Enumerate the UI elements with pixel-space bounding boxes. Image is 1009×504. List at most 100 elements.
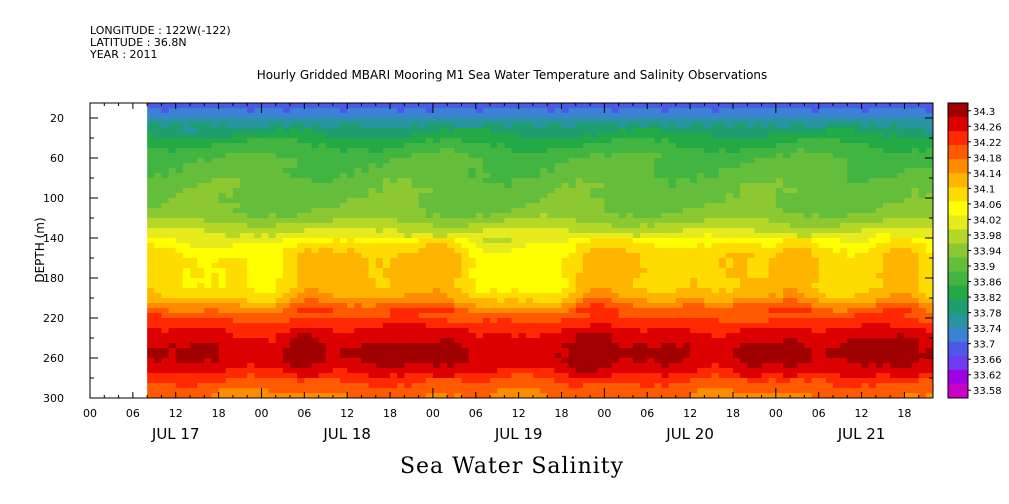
heatmap-cell <box>461 143 470 149</box>
heatmap-cell <box>447 323 455 329</box>
heatmap-cell <box>468 393 477 398</box>
heatmap-cell <box>675 343 684 349</box>
heatmap-cell <box>404 278 413 284</box>
heatmap-cell <box>582 288 591 294</box>
heatmap-cell <box>268 203 277 209</box>
heatmap-cell <box>518 138 527 144</box>
heatmap-cell <box>404 203 413 209</box>
heatmap-cell <box>554 198 563 204</box>
heatmap-cell <box>332 388 341 394</box>
heatmap-cell <box>332 118 341 124</box>
heatmap-cell <box>461 128 470 134</box>
heatmap-cell <box>147 388 155 394</box>
heatmap-cell <box>640 298 648 304</box>
heatmap-cell <box>147 308 155 314</box>
heatmap-cell <box>747 283 755 289</box>
heatmap-cell <box>240 383 248 389</box>
heatmap-cell <box>168 178 177 184</box>
heatmap-cell <box>540 363 548 369</box>
heatmap-cell <box>661 293 670 299</box>
heatmap-cell <box>511 333 520 339</box>
heatmap-cell <box>425 293 434 299</box>
heatmap-cell <box>275 148 284 154</box>
heatmap-cell <box>547 333 555 339</box>
heatmap-cell <box>325 193 334 199</box>
heatmap-cell <box>368 103 377 109</box>
heatmap-cell <box>561 353 570 359</box>
heatmap-cell <box>447 193 455 199</box>
heatmap-cell <box>590 178 598 184</box>
heatmap-cell <box>190 128 198 134</box>
heatmap-cell <box>161 238 170 244</box>
heatmap-cell <box>254 243 263 249</box>
heatmap-cell <box>368 333 377 339</box>
heatmap-cell <box>597 183 605 189</box>
heatmap-cell <box>218 143 227 149</box>
heatmap-cell <box>590 203 598 209</box>
heatmap-cell <box>590 353 598 359</box>
heatmap-cell <box>454 138 463 144</box>
heatmap-cell <box>461 243 470 249</box>
heatmap-cell <box>532 373 541 379</box>
heatmap-cell <box>297 238 305 244</box>
heatmap-cell <box>297 333 305 339</box>
heatmap-cell <box>554 168 563 174</box>
heatmap-cell <box>497 283 505 289</box>
heatmap-cell <box>497 133 505 139</box>
heatmap-cell <box>268 298 277 304</box>
heatmap-cell <box>568 368 577 374</box>
heatmap-cell <box>304 293 313 299</box>
heatmap-cell <box>540 103 548 109</box>
heatmap-cell <box>332 343 341 349</box>
heatmap-cell <box>561 108 570 114</box>
heatmap-cell <box>461 323 470 329</box>
heatmap-cell <box>161 168 170 174</box>
heatmap-cell <box>497 228 505 234</box>
heatmap-cell <box>232 368 241 374</box>
heatmap-cell <box>268 183 277 189</box>
heatmap-cell <box>704 378 713 384</box>
heatmap-cell <box>704 138 713 144</box>
heatmap-cell <box>725 203 734 209</box>
heatmap-cell <box>590 218 598 224</box>
heatmap-cell <box>611 338 620 344</box>
heatmap-cell <box>247 358 255 364</box>
heatmap-cell <box>547 228 555 234</box>
heatmap-cell <box>561 338 570 344</box>
heatmap-cell <box>525 103 534 109</box>
heatmap-cell <box>318 338 327 344</box>
heatmap-cell <box>347 293 355 299</box>
heatmap-cell <box>482 158 491 164</box>
heatmap-cell <box>632 233 641 239</box>
heatmap-cell <box>640 348 648 354</box>
heatmap-cell <box>347 183 355 189</box>
heatmap-cell <box>747 178 755 184</box>
heatmap-cell <box>311 353 320 359</box>
heatmap-cell <box>297 118 305 124</box>
heatmap-cell <box>368 373 377 379</box>
heatmap-cell <box>332 278 341 284</box>
heatmap-cell <box>297 148 305 154</box>
heatmap-cell <box>197 148 205 154</box>
heatmap-cell <box>404 318 413 324</box>
heatmap-cell <box>690 298 698 304</box>
heatmap-cell <box>497 313 505 319</box>
heatmap-cell <box>147 358 155 364</box>
heatmap-cell <box>661 178 670 184</box>
heatmap-cell <box>182 338 191 344</box>
heatmap-cell <box>254 158 263 164</box>
heatmap-cell <box>247 323 255 329</box>
heatmap-cell <box>590 378 598 384</box>
heatmap-cell <box>354 368 363 374</box>
heatmap-cell <box>497 198 505 204</box>
heatmap-cell <box>454 158 463 164</box>
heatmap-cell <box>697 223 705 229</box>
heatmap-cell <box>375 368 384 374</box>
heatmap-cell <box>625 163 634 169</box>
heatmap-cell <box>261 153 270 159</box>
heatmap-cell <box>175 178 184 184</box>
heatmap-cell <box>404 123 413 129</box>
heatmap-cell <box>590 323 598 329</box>
heatmap-cell <box>275 213 284 219</box>
heatmap-cell <box>368 338 377 344</box>
